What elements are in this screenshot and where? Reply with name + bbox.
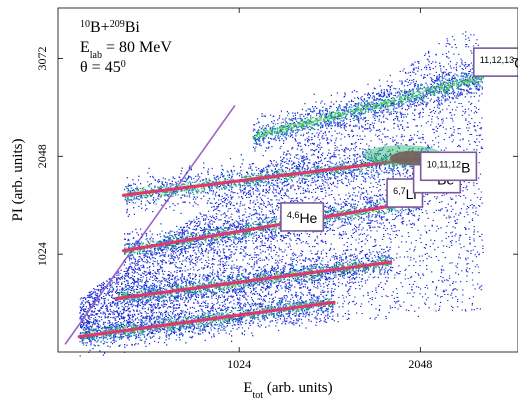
- band-C: [252, 58, 485, 152]
- y-tick-label: 3072: [35, 46, 49, 70]
- band-ridge-He: [77, 300, 336, 339]
- threshold-edge: [64, 105, 236, 345]
- label-text-He: 4,6He: [287, 210, 318, 226]
- y-tick-label: 2048: [35, 144, 49, 168]
- label-text-Li: 6,7Li: [393, 186, 416, 202]
- band-ridge-Li: [114, 260, 393, 301]
- x-tick-label: 2048: [408, 357, 432, 371]
- plot-frame: [57, 7, 518, 353]
- annotation-line: Elab = 80 MeV: [80, 39, 172, 61]
- x-axis-title: Etot (arb. units): [243, 380, 332, 400]
- y-axis-title: PI (arb. units): [10, 139, 26, 222]
- x-axis-title-main: E: [243, 380, 252, 396]
- band-He: [77, 282, 336, 357]
- x-axis-title-rest: (arb. units): [263, 380, 333, 396]
- label-text-B: 10,11,12B: [427, 159, 471, 175]
- label-box-He: 4,6He: [280, 202, 325, 232]
- label-box-B: 10,11,12B: [419, 151, 478, 182]
- label-text-C: 11,12,13C: [480, 55, 518, 71]
- annotation-line: θ = 450: [80, 59, 126, 77]
- label-box-C: 11,12,13C: [472, 47, 518, 77]
- band-Li: [114, 241, 393, 321]
- axis-ticks: 1024 2048 1024 2048 3072: [35, 8, 518, 371]
- x-tick-label: 1024: [227, 357, 251, 371]
- band-ridge-Be: [121, 199, 423, 253]
- annotation-line: 10B+209Bi: [80, 19, 140, 37]
- band-ridge-B: [121, 155, 432, 197]
- y-tick-label: 1024: [35, 242, 49, 266]
- x-axis-title-sub: tot: [253, 390, 264, 401]
